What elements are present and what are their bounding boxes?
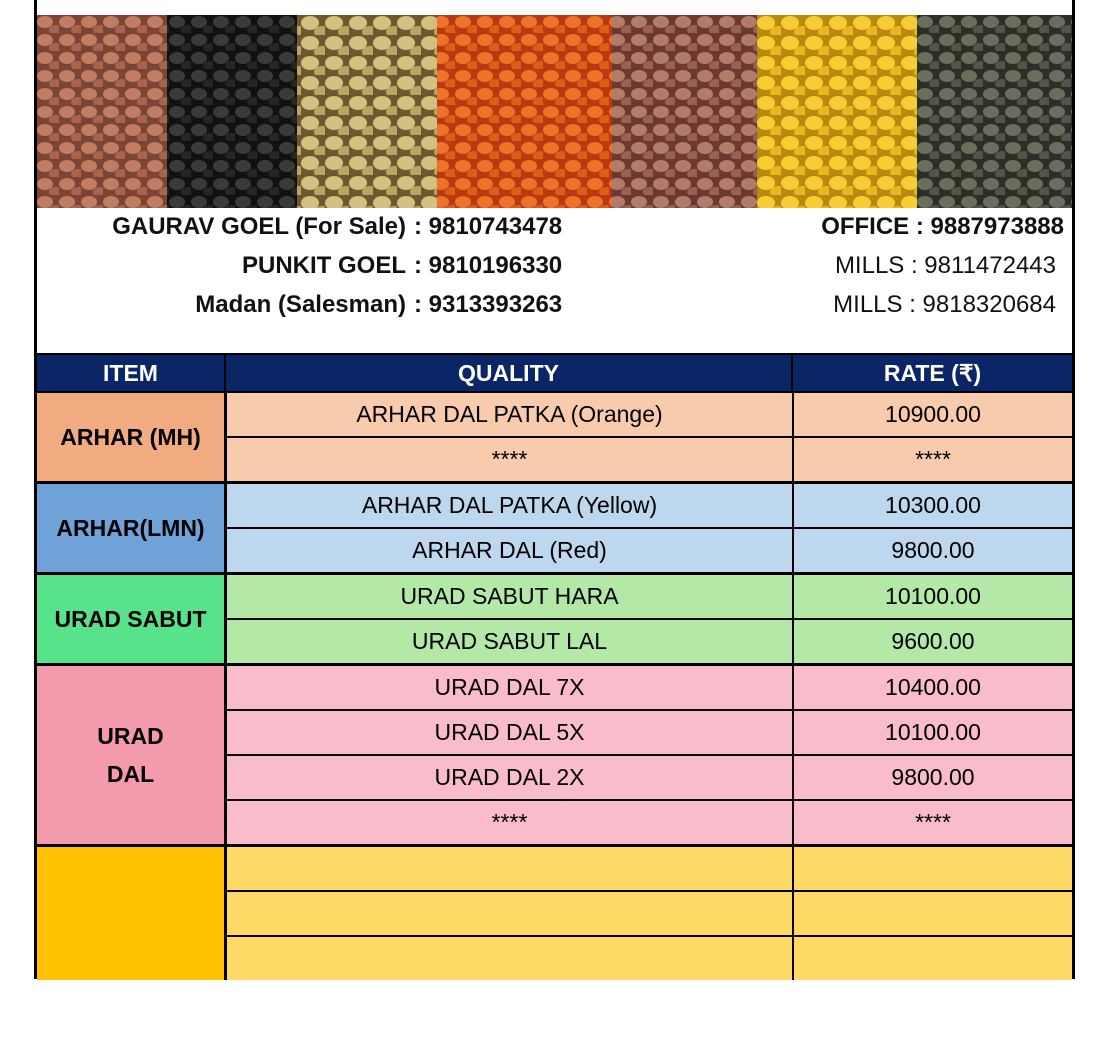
- contact-office: OFFICE : 9887973888: [821, 213, 1064, 240]
- quality-rows: ARHAR DAL PATKA (Yellow) 10300.00 ARHAR DA…: [227, 484, 1072, 572]
- quality-cell: URAD SABUT LAL: [227, 620, 794, 663]
- rate-cell: 10100.00: [885, 583, 981, 609]
- quality-cell: ARHAR DAL (Red): [227, 529, 794, 572]
- table-header: ITEM QUALITY RATE (₹): [37, 353, 1072, 393]
- table-row: **** ****: [227, 438, 1072, 481]
- quality-cell: URAD DAL 2X: [227, 756, 794, 799]
- empty-group: [37, 847, 1072, 980]
- rate-table: ITEM QUALITY RATE (₹) ARHAR (MH) ARHAR DA…: [37, 353, 1072, 980]
- item-group: URAD SABUT URAD SABUT HARA 10100.00 URAD SA…: [37, 575, 1072, 666]
- rate-cell: 10900.00: [885, 401, 981, 427]
- table-row: ARHAR DAL PATKA (Yellow) 10300.00: [227, 484, 1072, 529]
- contact-name: PUNKIT GOEL: [241, 252, 406, 279]
- table-row: URAD DAL 7X 10400.00: [227, 666, 1072, 711]
- rate-cell: 9800.00: [891, 764, 975, 790]
- table-row: ARHAR DAL PATKA (Orange) 10900.00: [227, 393, 1072, 438]
- rate-cell: 9800.00: [891, 537, 975, 563]
- rate-cell: ****: [915, 446, 951, 472]
- lentils-photo: [37, 15, 1072, 208]
- contact-office: MILLS : 9818320684: [833, 291, 1056, 318]
- item-cell: URAD SABUT: [37, 575, 227, 663]
- table-row: URAD SABUT LAL 9600.00: [227, 620, 1072, 663]
- table-row: URAD DAL 2X 9800.00: [227, 756, 1072, 801]
- header-cell: QUALITY: [226, 355, 793, 391]
- item-cell: ARHAR (MH): [37, 393, 227, 481]
- table-row: ARHAR DAL (Red) 9800.00: [227, 529, 1072, 572]
- rate-cell: 10100.00: [885, 719, 981, 745]
- quality-cell: ****: [227, 438, 794, 481]
- item-cell: URAD DAL: [37, 666, 227, 844]
- contact-phone: : 9810743478: [414, 213, 563, 240]
- table-row: **** ****: [227, 801, 1072, 844]
- contact-name: GAURAV GOEL (For Sale): [112, 213, 406, 240]
- table-row: URAD DAL 5X 10100.00: [227, 711, 1072, 756]
- contact-office: MILLS : 9811472443: [834, 252, 1056, 279]
- table-row: URAD SABUT HARA 10100.00: [227, 575, 1072, 620]
- quality-cell: ARHAR DAL PATKA (Orange): [227, 393, 794, 436]
- item-cell: ARHAR(LMN): [37, 484, 227, 572]
- quality-rows: URAD DAL 7X 10400.00 URAD DAL 5X 10100.00 UR…: [227, 666, 1072, 844]
- item-group: ARHAR (MH) ARHAR DAL PATKA (Orange) 10900.…: [37, 393, 1072, 484]
- quality-cell: URAD DAL 7X: [227, 666, 794, 709]
- header-cell: ITEM: [37, 355, 226, 391]
- rate-cell: ****: [915, 809, 951, 835]
- quality-cell: URAD DAL 5X: [227, 711, 794, 754]
- rate-cell: 9600.00: [891, 628, 975, 654]
- contact-phone: : 9810196330: [414, 252, 563, 279]
- quality-cell: ****: [227, 801, 794, 844]
- header-cell: RATE (₹): [883, 359, 982, 386]
- quality-rows: URAD SABUT HARA 10100.00 URAD SABUT LAL 960…: [227, 575, 1072, 663]
- rate-cell: 10300.00: [885, 492, 981, 518]
- contact-name: Madan (Salesman): [195, 291, 406, 318]
- rate-cell: 10400.00: [885, 674, 981, 700]
- item-group: ARHAR(LMN) ARHAR DAL PATKA (Yellow) 10300.…: [37, 484, 1072, 575]
- item-group: URAD DAL URAD DAL 7X 10400.00 URAD DAL 5X 10…: [37, 666, 1072, 847]
- quality-rows: ARHAR DAL PATKA (Orange) 10900.00 **** ****: [227, 393, 1072, 481]
- item-cell: [37, 847, 227, 980]
- contact-phone: : 9313393263: [414, 291, 563, 318]
- quality-cell: ARHAR DAL PATKA (Yellow): [227, 484, 794, 527]
- quality-cell: URAD SABUT HARA: [227, 575, 794, 618]
